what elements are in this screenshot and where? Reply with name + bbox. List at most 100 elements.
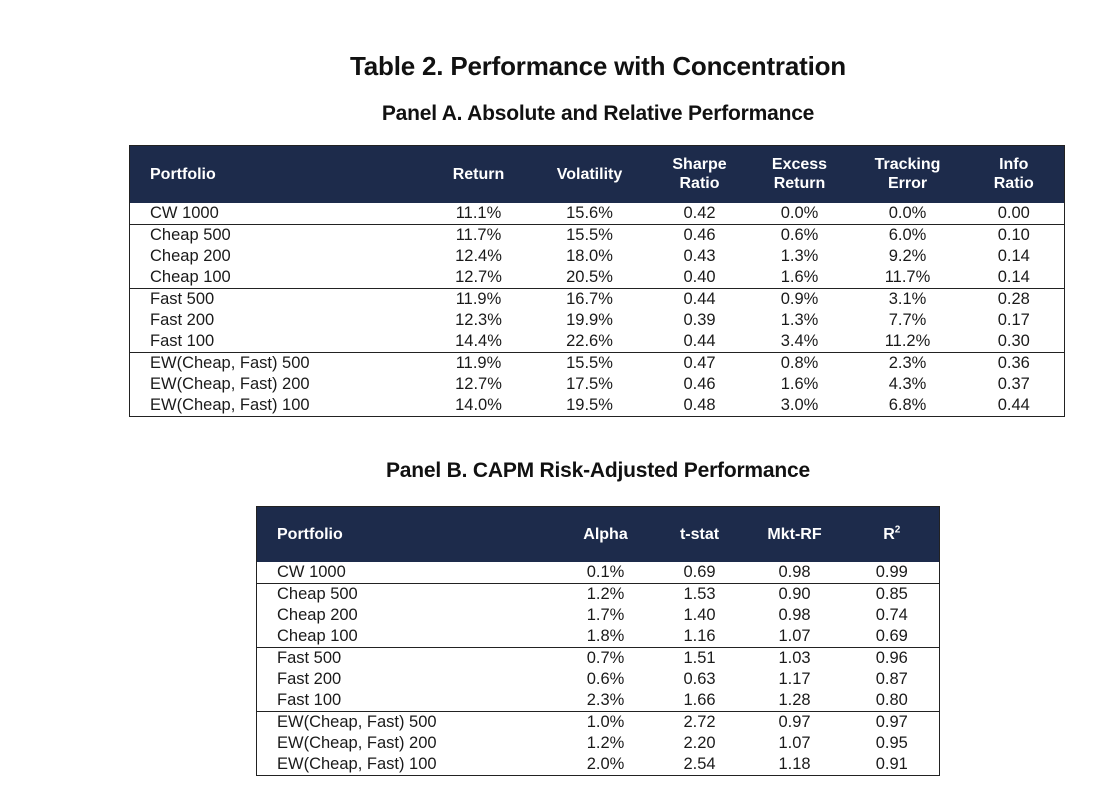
cell-mkt-rf: 1.07 (778, 733, 811, 752)
cell-portfolio: EW(Cheap, Fast) 100 (150, 395, 310, 414)
table-row: EW(Cheap, Fast) 500 1.0% 2.72 0.97 0.97 (256, 710, 940, 733)
table-row: Fast 500 11.9% 16.7% 0.44 0.9% 3.1% 0.28 (129, 287, 1065, 310)
cell-t-stat: 0.63 (683, 669, 716, 688)
table-row: EW(Cheap, Fast) 100 14.0% 19.5% 0.48 3.0% 6.8… (130, 395, 1065, 417)
cell-alpha: 1.8% (586, 626, 625, 645)
header-return: Return (452, 165, 505, 183)
cell-r-squared: 0.95 (875, 733, 908, 752)
header-excess-return: Excess Return (771, 156, 828, 193)
cell-tracking-error: 6.8% (888, 395, 927, 414)
cell-mkt-rf: 0.97 (744, 710, 845, 733)
panel-b-header-row: Portfolio Alpha t-stat Mkt-RF R2 (256, 506, 940, 562)
cell-sharpe-ratio: 0.46 (683, 374, 716, 393)
table-row: Cheap 200 1.7% 1.40 0.98 0.74 (257, 605, 940, 626)
header-volatility: Volatility (556, 165, 623, 183)
cell-tracking-error: 11.7% (884, 267, 931, 286)
table-row: CW 1000 0.1% 0.69 0.98 0.99 (257, 562, 940, 584)
cell-t-stat: 1.51 (654, 646, 745, 669)
cell-excess-return: 3.4% (780, 331, 819, 350)
table-row: Fast 500 0.7% 1.51 1.03 0.96 (256, 646, 940, 669)
cell-r-squared: 0.85 (844, 582, 940, 605)
cell-sharpe-ratio: 0.44 (683, 331, 716, 350)
cell-volatility: 15.5% (527, 351, 652, 374)
header-portfolio: Portfolio (150, 165, 216, 183)
cell-return: 12.7% (455, 374, 502, 393)
cell-t-stat: 2.72 (654, 710, 745, 733)
cell-info-ratio: 0.00 (997, 203, 1030, 222)
cell-sharpe-ratio: 0.39 (683, 310, 716, 329)
cell-portfolio: Fast 200 (150, 310, 215, 329)
cell-mkt-rf: 0.98 (778, 562, 811, 581)
document-title: Table 2. Performance with Concentration (350, 51, 846, 81)
cell-return: 12.7% (455, 267, 502, 286)
header-info-ratio: Info Ratio (993, 156, 1034, 193)
cell-alpha: 2.0% (586, 754, 625, 773)
cell-mkt-rf: 1.17 (778, 669, 811, 688)
cell-sharpe-ratio: 0.44 (651, 287, 748, 310)
table-row: Cheap 500 11.7% 15.5% 0.46 0.6% 6.0% 0.10 (129, 223, 1065, 246)
cell-alpha: 0.6% (586, 669, 625, 688)
cell-return: 14.0% (455, 395, 502, 414)
cell-alpha: 2.3% (586, 690, 625, 709)
cell-volatility: 15.6% (566, 203, 613, 222)
cell-volatility: 16.7% (527, 287, 652, 310)
panel-a-title: Panel A. Absolute and Relative Performan… (381, 102, 815, 125)
cell-tracking-error: 3.1% (851, 287, 964, 310)
cell-mkt-rf: 1.28 (778, 690, 811, 709)
cell-portfolio: Fast 100 (277, 690, 342, 709)
table-row: Cheap 100 12.7% 20.5% 0.40 1.6% 11.7% 0.14 (130, 267, 1065, 289)
cell-mkt-rf: 1.03 (744, 646, 845, 669)
table-row: EW(Cheap, Fast) 200 12.7% 17.5% 0.46 1.6% 4.3… (130, 374, 1065, 395)
cell-volatility: 17.5% (566, 374, 613, 393)
cell-info-ratio: 0.36 (963, 351, 1065, 374)
cell-alpha: 1.2% (586, 733, 625, 752)
cell-tracking-error: 6.0% (851, 223, 964, 246)
cell-excess-return: 3.0% (780, 395, 819, 414)
cell-r-squared: 0.80 (875, 690, 908, 709)
cell-info-ratio: 0.30 (997, 331, 1030, 350)
cell-portfolio: Cheap 200 (277, 605, 358, 624)
cell-tracking-error: 9.2% (888, 246, 927, 265)
header-t-stat: t-stat (679, 525, 720, 543)
cell-volatility: 19.5% (566, 395, 613, 414)
cell-sharpe-ratio: 0.40 (683, 267, 716, 286)
cell-excess-return: 1.6% (780, 267, 819, 286)
table-row: Fast 200 0.6% 0.63 1.17 0.87 (257, 669, 940, 690)
table-row: EW(Cheap, Fast) 100 2.0% 2.54 1.18 0.91 (257, 754, 940, 776)
cell-tracking-error: 2.3% (851, 351, 964, 374)
cell-sharpe-ratio: 0.42 (683, 203, 716, 222)
cell-volatility: 20.5% (566, 267, 613, 286)
cell-alpha: 0.1% (586, 562, 625, 581)
cell-alpha: 1.2% (556, 582, 655, 605)
cell-portfolio: Fast 500 (256, 646, 557, 669)
cell-portfolio: CW 1000 (150, 203, 219, 222)
cell-portfolio: Cheap 500 (129, 223, 430, 246)
cell-sharpe-ratio: 0.46 (651, 223, 748, 246)
cell-excess-return: 1.3% (780, 310, 819, 329)
cell-info-ratio: 0.44 (997, 395, 1030, 414)
cell-mkt-rf: 0.98 (778, 605, 811, 624)
cell-mkt-rf: 1.18 (778, 754, 811, 773)
cell-return: 14.4% (455, 331, 502, 350)
cell-r-squared: 0.74 (875, 605, 908, 624)
panel-a-header-row: Portfolio Return Volatility Sharpe Ratio … (129, 145, 1065, 203)
table-row: CW 1000 11.1% 15.6% 0.42 0.0% 0.0% 0.00 (130, 203, 1065, 225)
cell-portfolio: Cheap 500 (256, 582, 557, 605)
cell-portfolio: EW(Cheap, Fast) 100 (277, 754, 437, 773)
cell-portfolio: Fast 500 (129, 287, 430, 310)
table-row: EW(Cheap, Fast) 500 11.9% 15.5% 0.47 0.8% 2.3… (129, 351, 1065, 374)
cell-info-ratio: 0.14 (997, 246, 1030, 265)
cell-t-stat: 2.54 (683, 754, 716, 773)
cell-info-ratio: 0.28 (963, 287, 1065, 310)
header-portfolio: Portfolio (277, 525, 343, 543)
table-row: Fast 100 14.4% 22.6% 0.44 3.4% 11.2% 0.30 (130, 331, 1065, 353)
cell-excess-return: 1.6% (780, 374, 819, 393)
cell-r-squared: 0.99 (875, 562, 908, 581)
cell-excess-return: 0.8% (747, 351, 852, 374)
cell-volatility: 18.0% (566, 246, 613, 265)
cell-alpha: 1.0% (556, 710, 655, 733)
cell-tracking-error: 4.3% (888, 374, 927, 393)
cell-tracking-error: 7.7% (888, 310, 927, 329)
cell-sharpe-ratio: 0.47 (651, 351, 748, 374)
cell-return: 11.1% (455, 203, 502, 222)
